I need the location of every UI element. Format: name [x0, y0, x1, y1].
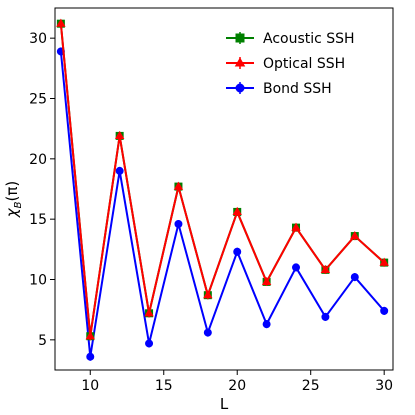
legend-entry-bond-ssh: Bond SSH — [226, 81, 332, 97]
data-point-bond-ssh — [174, 219, 183, 228]
x-tick-label: 20 — [228, 378, 246, 394]
data-point-optical-ssh — [144, 308, 154, 317]
data-point-optical-ssh — [114, 130, 125, 140]
legend-marker — [234, 57, 246, 67]
y-tick-label: 15 — [29, 212, 47, 228]
data-point-optical-ssh — [379, 257, 389, 266]
series-optical-ssh — [56, 18, 389, 341]
data-point-optical-ssh — [56, 18, 66, 27]
legend-label: Optical SSH — [263, 56, 345, 72]
y-tick-label: 30 — [29, 31, 47, 47]
data-point-bond-ssh — [203, 328, 212, 337]
x-tick-label: 30 — [375, 378, 393, 394]
x-tick-label: 15 — [155, 378, 173, 394]
data-point-bond-ssh — [350, 273, 359, 282]
x-tick-label: 25 — [302, 378, 320, 394]
y-tick-label: 25 — [29, 92, 47, 108]
data-point-bond-ssh — [86, 352, 95, 361]
legend-marker — [235, 33, 245, 43]
plot-frame — [54, 7, 394, 371]
y-tick-label: 10 — [29, 273, 47, 289]
data-point-bond-ssh — [115, 166, 124, 175]
data-point-optical-ssh — [261, 276, 272, 286]
y-axis-label: χB(π) — [3, 181, 24, 219]
legend-label: Bond SSH — [263, 81, 332, 97]
legend-label: Acoustic SSH — [263, 31, 355, 47]
data-point-optical-ssh — [173, 181, 184, 190]
data-point-optical-ssh — [350, 231, 360, 240]
data-point-bond-ssh — [262, 320, 271, 329]
series-layer — [56, 18, 389, 361]
data-point-bond-ssh — [233, 247, 242, 256]
legend-entry-optical-ssh: Optical SSH — [226, 56, 345, 72]
x-tick-label: 10 — [81, 378, 99, 394]
data-point-bond-ssh — [321, 312, 330, 321]
x-axis-label: L — [220, 395, 229, 413]
y-tick-label: 20 — [29, 152, 47, 168]
legend-marker — [235, 83, 245, 93]
data-point-optical-ssh — [291, 222, 301, 231]
y-axis-label-argument: (π) — [3, 181, 21, 202]
series-line-bond-ssh — [59, 51, 385, 358]
y-axis-label-symbol: χ — [3, 207, 21, 218]
data-point-bond-ssh — [380, 306, 389, 315]
legend-entry-acoustic-ssh: Acoustic SSH — [226, 31, 355, 47]
data-point-bond-ssh — [145, 339, 154, 348]
series-line-optical-ssh — [59, 23, 385, 338]
ticks-layer: 10 15 20 25 30 5 10 15 20 25 30 — [29, 31, 393, 394]
y-tick-label: 5 — [38, 333, 47, 349]
data-point-optical-ssh — [85, 331, 95, 340]
data-point-optical-ssh — [320, 264, 331, 273]
data-point-optical-ssh — [232, 206, 242, 216]
series-bond-ssh — [56, 47, 389, 361]
legend: Acoustic SSH Optical SSH Bond SSH — [226, 31, 355, 97]
data-point-optical-ssh — [203, 290, 213, 299]
y-axis-label-subscript: B — [13, 201, 24, 208]
data-point-bond-ssh — [292, 263, 301, 272]
